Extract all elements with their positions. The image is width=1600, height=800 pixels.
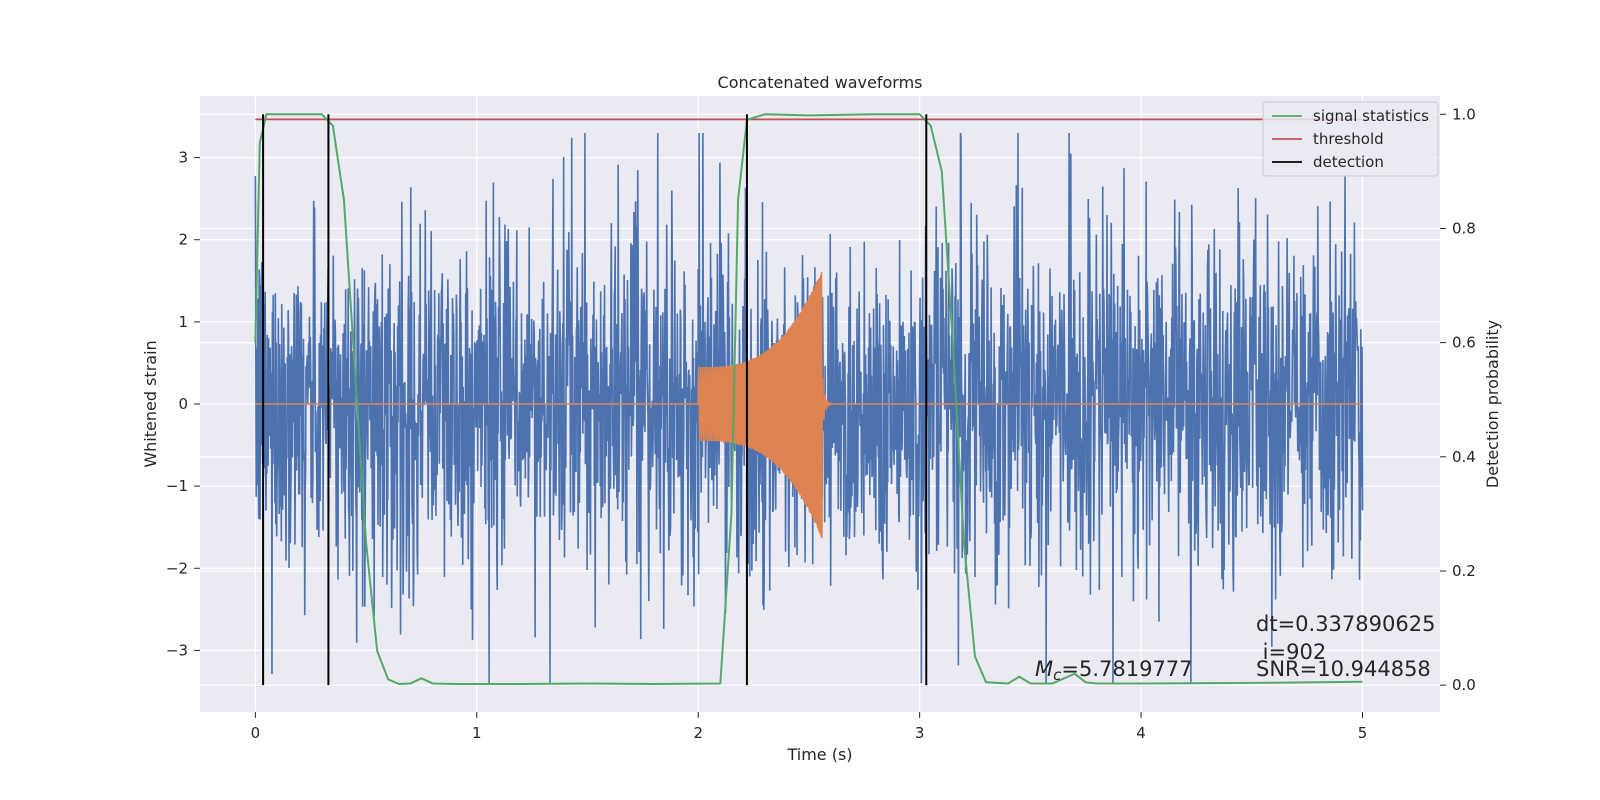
y-tick-label-1: −2	[166, 559, 188, 577]
x-tick-label-1: 1	[472, 724, 482, 742]
annotation-mc-value: =5.7819777	[1061, 657, 1192, 681]
y-tick-label-3: 0	[178, 395, 188, 413]
legend-box	[1262, 101, 1439, 177]
y2-tick-label-4: 0.8	[1452, 219, 1476, 237]
chart-title: Concatenated waveforms	[718, 73, 923, 92]
x-axis-label: Time (s)	[786, 745, 852, 764]
annotation-index: i=902	[1256, 640, 1326, 664]
y2-tick-label-3: 0.6	[1452, 334, 1476, 352]
legend-label-detection: detection	[1313, 153, 1384, 171]
x-tick-label-3: 3	[915, 724, 925, 742]
annotation-mc-symbol: M	[1035, 657, 1053, 681]
y2-axis-label: Detection probability	[1483, 320, 1502, 488]
detection-series	[262, 114, 928, 686]
chirp-waveform-line	[255, 271, 1363, 539]
legend: signal statistics threshold detection	[1262, 101, 1439, 177]
x-axis-ticks: 0 1 2 3 4 5	[251, 712, 1368, 742]
legend-label-threshold: threshold	[1313, 130, 1384, 148]
legend-label-statistics: signal statistics	[1313, 107, 1429, 125]
chirp-waveform-series	[255, 271, 1363, 539]
annotation-snr: SNR=10.944858	[1256, 657, 1431, 681]
annotation-mc-subscript: c	[1053, 666, 1062, 684]
y2-tick-label-1: 0.2	[1452, 562, 1476, 580]
y-tick-label-4: 1	[178, 313, 188, 331]
y2-axis-ticks: 0.0 0.2 0.4 0.6 0.8 1.0	[1440, 105, 1476, 694]
y-axis-ticks: −3 −2 −1 0 1 2 3	[166, 149, 200, 659]
y-axis-label: Whitened strain	[141, 340, 160, 467]
x-tick-label-5: 5	[1358, 724, 1368, 742]
signal-statistics-series	[254, 113, 1363, 686]
y2-tick-label-2: 0.4	[1452, 448, 1476, 466]
y-tick-label-0: −3	[166, 641, 188, 659]
annotation-mc: Mc=5.7819777	[1035, 657, 1193, 684]
x-tick-label-4: 4	[1136, 724, 1146, 742]
y-tick-label-5: 2	[178, 231, 188, 249]
y2-tick-label-0: 0.0	[1452, 676, 1476, 694]
y-tick-label-6: 3	[178, 149, 188, 167]
signal-statistics-line	[254, 113, 1363, 686]
y-tick-label-2: −1	[166, 477, 188, 495]
x-tick-label-0: 0	[251, 724, 261, 742]
x-tick-label-2: 2	[693, 724, 703, 742]
y2-tick-label-5: 1.0	[1452, 105, 1476, 123]
annotation-dt: dt=0.337890625	[1256, 612, 1435, 636]
